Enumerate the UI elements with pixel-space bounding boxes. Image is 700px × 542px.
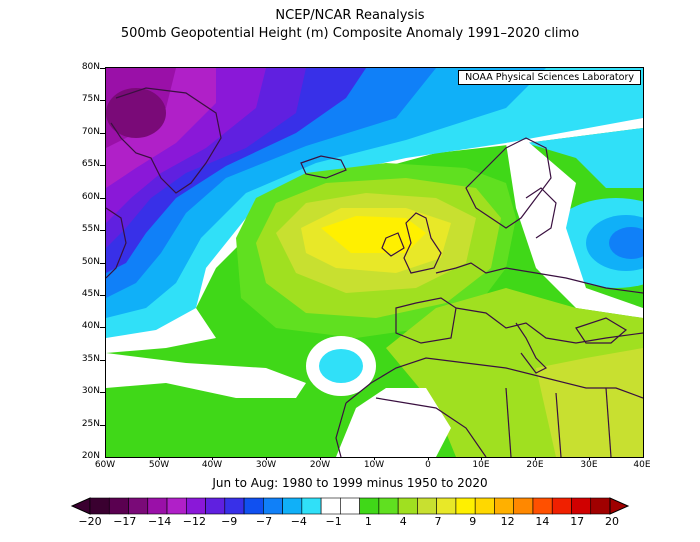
colorbar-label: −4 [290, 515, 307, 528]
colorbar-cell [359, 497, 380, 515]
lon-label-30e: 30E [580, 460, 598, 470]
colorbar-label: −14 [147, 515, 172, 528]
colorbar-cell [224, 497, 245, 515]
lon-label-10w: 10W [363, 460, 385, 470]
lon-label-60w: 60W [94, 460, 116, 470]
colorbar-cell [590, 497, 611, 515]
colorbar-cell [551, 497, 572, 515]
colorbar-label: 20 [605, 515, 619, 528]
colorbar-cell [340, 497, 360, 515]
colorbar-label: −1 [325, 515, 342, 528]
colorbar-cell [397, 497, 418, 515]
lon-label-50w: 50W [148, 460, 170, 470]
colorbar-cell [301, 497, 322, 515]
colorbar-cell [282, 497, 303, 515]
colorbar-cell [147, 497, 168, 515]
colorbar-cell [474, 497, 495, 515]
lon-label-0: 0 [425, 460, 431, 470]
lon-label-40w: 40W [201, 460, 223, 470]
colorbar-cell [513, 497, 534, 515]
lon-label-20w: 20W [309, 460, 331, 470]
colorbar-cell [128, 497, 149, 515]
colorbar-cell [320, 497, 341, 515]
lat-label-35n: 35N [81, 354, 100, 364]
lat-label-60n: 60N [81, 192, 100, 202]
lat-label-25n: 25N [81, 419, 100, 429]
lon-label-20e: 20E [526, 460, 544, 470]
lat-label-45n: 45N [81, 289, 100, 299]
colorbar-cell [417, 497, 437, 515]
lon-label-10e: 10E [472, 460, 490, 470]
lat-label-75n: 75N [81, 94, 100, 104]
colorbar-cell [532, 497, 553, 515]
colorbar-label: 14 [535, 515, 550, 528]
colorbar-cell [494, 497, 515, 515]
lat-label-65n: 65N [81, 159, 100, 169]
colorbar-label: 9 [469, 515, 477, 528]
colorbar-cell [185, 497, 206, 515]
contour-field [106, 68, 643, 457]
colorbar-cell [455, 497, 476, 515]
colorbar-label: −7 [255, 515, 273, 528]
colorbar-cell [378, 497, 399, 515]
colorbar-cell [263, 497, 283, 515]
lat-label-80n: 80N [81, 62, 100, 72]
colorbar-label: 4 [399, 515, 407, 528]
colorbar-cell [108, 497, 129, 515]
colorbar-label: 7 [434, 515, 442, 528]
credit-label: NOAA Physical Sciences Laboratory [458, 70, 641, 85]
anomaly-map: NOAA Physical Sciences Laboratory [105, 67, 644, 458]
colorbar-left-arrow [70, 497, 91, 515]
colorbar-label: −17 [113, 515, 137, 528]
colorbar-label: 12 [500, 515, 515, 528]
colorbar-cell [205, 497, 226, 515]
lat-label-55n: 55N [81, 224, 100, 234]
colorbar-right-arrow [609, 497, 630, 515]
lon-label-30w: 30W [255, 460, 277, 470]
colorbar-cell [571, 497, 592, 515]
lat-label-20n: 20N [81, 451, 100, 461]
colorbar-cell [89, 497, 110, 515]
chart-subtitle: 500mb Geopotential Height (m) Composite … [120, 26, 580, 41]
colorbar-label: −9 [221, 515, 238, 528]
colorbar-label: 17 [570, 515, 585, 528]
lat-label-40n: 40N [81, 321, 100, 331]
colorbar-label: −20 [78, 515, 102, 528]
colorbar-label: 1 [364, 515, 372, 528]
lat-label-30n: 30N [81, 386, 100, 396]
colorbar-cell [436, 497, 457, 515]
colorbar-cell [243, 497, 264, 515]
lat-label-70n: 70N [81, 127, 100, 137]
chart-title: NCEP/NCAR Reanalysis [275, 8, 425, 23]
colorbar-cell [166, 497, 187, 515]
period-subtitle: Jun to Aug: 1980 to 1999 minus 1950 to 2… [212, 476, 488, 490]
colorbar [70, 496, 630, 540]
lat-label-50n: 50N [81, 257, 100, 267]
colorbar-label: −12 [182, 515, 206, 528]
lon-label-40e: 40E [633, 460, 651, 470]
